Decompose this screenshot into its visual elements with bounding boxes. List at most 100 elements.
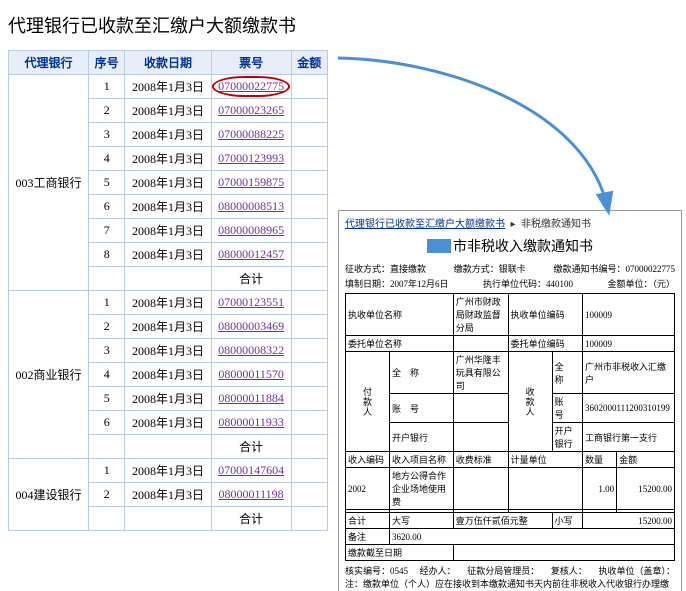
seq-cell: 6 — [89, 195, 125, 219]
seq-cell: 2 — [89, 99, 125, 123]
amount-cell — [291, 363, 327, 387]
ticket-cell: 08000011570 — [211, 363, 291, 387]
ticket-cell: 07000159875 — [211, 171, 291, 195]
ticket-link[interactable]: 07000159875 — [218, 175, 284, 189]
bank-name-cell: 003工商银行 — [9, 75, 89, 291]
ticket-link[interactable]: 08000011884 — [218, 391, 284, 405]
col-header: 金额 — [291, 51, 327, 75]
ticket-cell: 07000123551 — [211, 291, 291, 315]
date-cell: 2008年1月3日 — [125, 291, 211, 315]
table-row: 002商业银行12008年1月3日07000123551 — [9, 291, 328, 315]
bank-table: 代理银行序号收款日期票号金额 003工商银行12008年1月3日07000022… — [8, 50, 328, 531]
seq-cell: 1 — [89, 75, 125, 99]
ticket-cell: 07000088225 — [211, 123, 291, 147]
date-cell: 2008年1月3日 — [125, 219, 211, 243]
table-row: 004建设银行12008年1月3日07000147604 — [9, 459, 328, 483]
bank-name-cell: 002商业银行 — [9, 291, 89, 459]
ticket-link[interactable]: 07000088225 — [218, 127, 284, 141]
amount-cell — [291, 411, 327, 435]
ticket-link[interactable]: 07000123551 — [218, 295, 284, 309]
amount-cell — [291, 315, 327, 339]
ticket-link[interactable]: 08000011933 — [218, 415, 284, 429]
ticket-cell: 07000022775 — [211, 75, 291, 99]
ticket-cell: 07000023265 — [211, 99, 291, 123]
date-cell: 2008年1月3日 — [125, 459, 211, 483]
ticket-cell: 08000008965 — [211, 219, 291, 243]
seq-cell: 2 — [89, 315, 125, 339]
ticket-cell: 07000123993 — [211, 147, 291, 171]
amount-cell — [291, 291, 327, 315]
amount-cell — [291, 147, 327, 171]
date-cell: 2008年1月3日 — [125, 411, 211, 435]
detail-footer: 核实编号：0545 经办人： 征款分局管理员： 复核人： 执收单位（盖章）： — [345, 564, 675, 577]
ticket-cell: 08000011933 — [211, 411, 291, 435]
seq-cell: 5 — [89, 171, 125, 195]
seq-cell: 5 — [89, 387, 125, 411]
amount-cell — [291, 219, 327, 243]
date-cell: 2008年1月3日 — [125, 363, 211, 387]
amount-cell — [291, 123, 327, 147]
ticket-cell: 07000147604 — [211, 459, 291, 483]
amount-cell — [291, 195, 327, 219]
ticket-link[interactable]: 08000011198 — [219, 487, 284, 501]
seq-cell: 4 — [89, 147, 125, 171]
ticket-link[interactable]: 08000008322 — [218, 343, 284, 357]
city-mask-icon — [427, 239, 451, 253]
ticket-link[interactable]: 08000008965 — [218, 223, 284, 237]
ticket-cell: 08000008322 — [211, 339, 291, 363]
ticket-link[interactable]: 08000008513 — [218, 199, 284, 213]
ticket-link[interactable]: 07000023265 — [218, 103, 284, 117]
ticket-cell: 08000003469 — [211, 315, 291, 339]
ticket-link[interactable]: 07000022775 — [218, 79, 284, 94]
amount-cell — [291, 483, 327, 507]
date-cell: 2008年1月3日 — [125, 195, 211, 219]
breadcrumb: 代理银行已收款至汇缴户大额缴款书 ▸ 非税缴款通知书 — [345, 215, 675, 230]
ticket-cell: 08000008513 — [211, 195, 291, 219]
ticket-cell: 08000011198 — [211, 483, 291, 507]
date-cell: 2008年1月3日 — [125, 171, 211, 195]
bank-list-panel: 代理银行序号收款日期票号金额 003工商银行12008年1月3日07000022… — [8, 50, 328, 531]
breadcrumb-separator: ▸ — [511, 219, 516, 230]
date-cell: 2008年1月3日 — [125, 339, 211, 363]
breadcrumb-current: 非税缴款通知书 — [521, 219, 591, 230]
ticket-cell: 08000012457 — [211, 243, 291, 267]
detail-form-table: 执收单位名称 广州市财政局财政监督分局 执收单位编码 100009 委托单位名称… — [345, 293, 675, 561]
amount-cell — [291, 339, 327, 363]
ticket-link[interactable]: 07000123993 — [218, 151, 284, 165]
amount-cell — [291, 459, 327, 483]
ticket-link[interactable]: 07000147604 — [218, 463, 284, 477]
seq-cell: 4 — [89, 363, 125, 387]
date-cell: 2008年1月3日 — [125, 147, 211, 171]
seq-cell: 3 — [89, 123, 125, 147]
ticket-link[interactable]: 08000012457 — [218, 247, 284, 261]
col-header: 序号 — [89, 51, 125, 75]
page-title: 代理银行已收款至汇缴户大额缴款书 — [8, 12, 678, 38]
col-header: 代理银行 — [9, 51, 89, 75]
detail-title: 市非税收入缴款通知书 — [345, 236, 675, 256]
ticket-link[interactable]: 08000003469 — [218, 319, 284, 333]
amount-cell — [291, 75, 327, 99]
meta-row-2: 填制日期：2007年12月6日 执行单位代码：440100 金额单位：（元） — [345, 277, 675, 290]
bank-name-cell: 004建设银行 — [9, 459, 89, 531]
seq-cell: 1 — [89, 291, 125, 315]
seq-cell: 3 — [89, 339, 125, 363]
date-cell: 2008年1月3日 — [125, 243, 211, 267]
amount-cell — [291, 171, 327, 195]
ticket-link[interactable]: 08000011570 — [218, 367, 284, 381]
table-row: 003工商银行12008年1月3日07000022775 — [9, 75, 328, 99]
seq-cell: 7 — [89, 219, 125, 243]
col-header: 票号 — [211, 51, 291, 75]
date-cell: 2008年1月3日 — [125, 315, 211, 339]
ticket-cell: 08000011884 — [211, 387, 291, 411]
seq-cell: 1 — [89, 459, 125, 483]
breadcrumb-link[interactable]: 代理银行已收款至汇缴户大额缴款书 — [345, 219, 505, 230]
seq-cell: 8 — [89, 243, 125, 267]
date-cell: 2008年1月3日 — [125, 99, 211, 123]
col-header: 收款日期 — [125, 51, 211, 75]
detail-note: 注：缴款单位（个人）应在接收到本缴款通知书天内前往非税收入代收银行办理缴款手续。… — [345, 579, 675, 591]
meta-row-1: 征收方式：直接缴款 缴款方式：银联卡 缴款通知书编号：07000022775 — [345, 262, 675, 275]
date-cell: 2008年1月3日 — [125, 387, 211, 411]
amount-cell — [291, 387, 327, 411]
seq-cell: 6 — [89, 411, 125, 435]
amount-cell — [291, 99, 327, 123]
